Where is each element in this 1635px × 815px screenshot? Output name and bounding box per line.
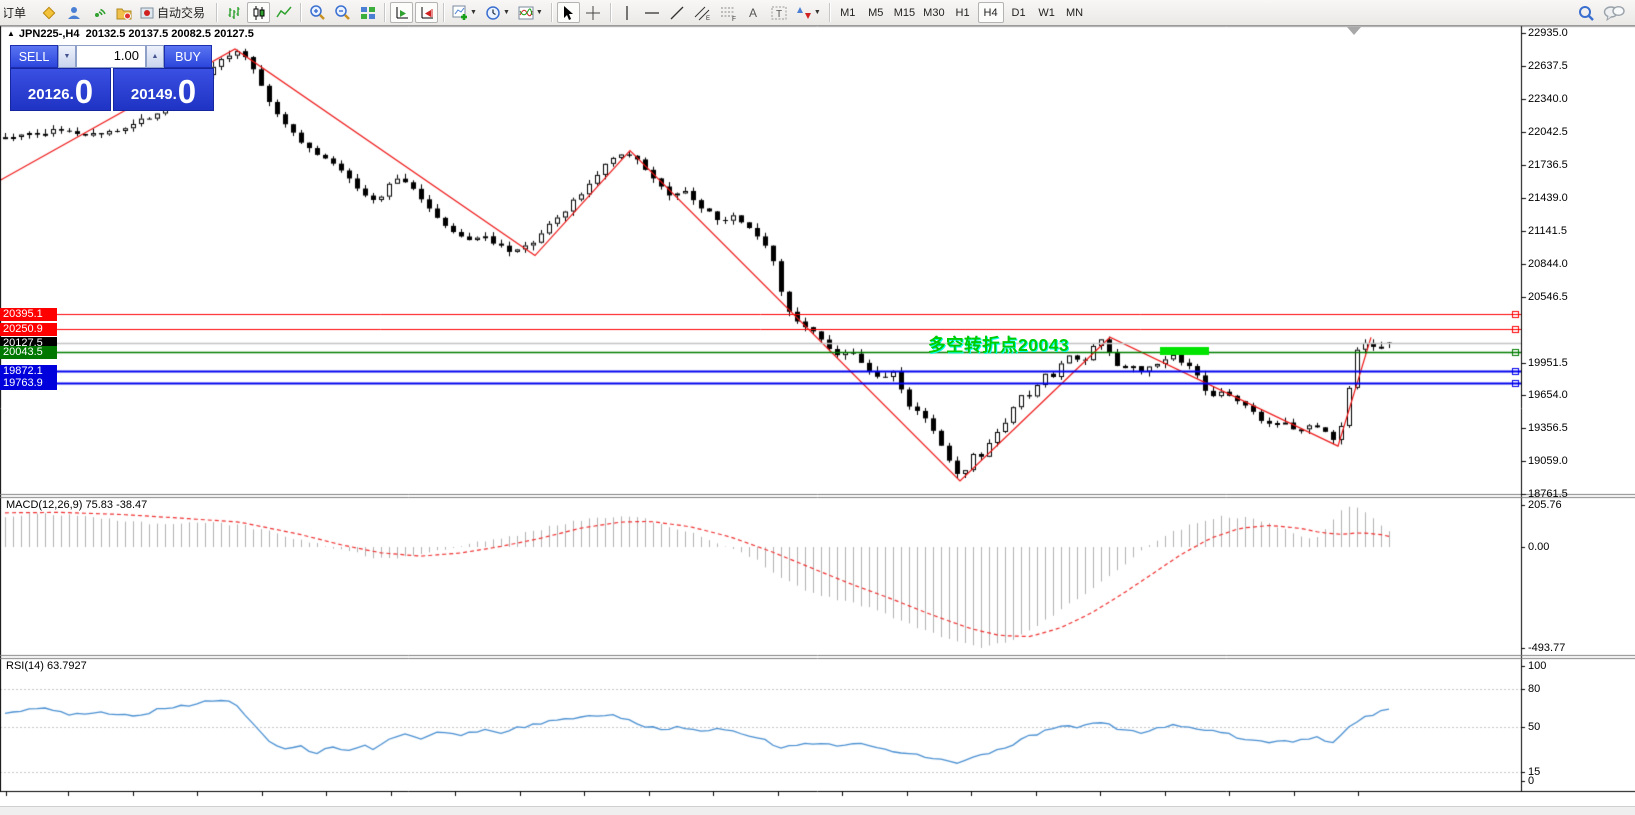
cursor-icon[interactable] (556, 2, 580, 23)
buy-price-main: 20149 (130, 86, 173, 103)
tf-button-M30[interactable]: M30 (923, 6, 945, 19)
macd-main-value: 75.83 (85, 499, 114, 511)
toolbar-separator (609, 3, 611, 22)
text-icon[interactable]: A (743, 2, 766, 23)
toolbar: 订单 自动交易 (0, 0, 1635, 26)
buy-button[interactable]: BUY (164, 45, 212, 68)
autotrading-icon (140, 7, 154, 18)
chart-shift-icon[interactable] (415, 2, 439, 23)
tf-button-M15[interactable]: M15 (893, 6, 916, 19)
svg-text:A: A (749, 6, 757, 20)
new-order-button[interactable]: 订单 (1, 2, 35, 23)
arrows-button[interactable]: ▼ (793, 2, 824, 23)
autotrading-label: 自动交易 (157, 6, 206, 20)
vertical-line-icon[interactable] (616, 2, 639, 23)
chevron-down-icon: ▼ (813, 9, 821, 16)
ohlc-high: 20137.5 (128, 28, 169, 40)
svg-text:F: F (732, 16, 736, 21)
arrows-icon (796, 6, 811, 19)
chevron-down-icon: ▼ (535, 9, 543, 16)
ohlc-low: 20082.5 (171, 28, 212, 40)
periods-button[interactable]: ▼ (482, 2, 513, 23)
toolbar-separator (384, 3, 386, 22)
macd-header: MACD(12,26,9) 75.83 -38.47 (6, 499, 147, 511)
text-label-icon[interactable]: T (768, 2, 791, 23)
buy-price-big-digit: 0 (177, 73, 197, 110)
signals-icon[interactable] (87, 2, 110, 23)
indicators-icon (518, 6, 534, 19)
tile-windows-icon[interactable] (356, 2, 379, 23)
clock-icon (486, 5, 500, 20)
buy-price[interactable]: 20149. 0 (113, 68, 214, 111)
new-order-label: 订单 (4, 6, 27, 20)
volume-down-button[interactable]: ▼ (58, 45, 76, 68)
buy-price-dot: . (172, 86, 177, 103)
toolbar-separator (550, 3, 552, 22)
zoom-in-icon[interactable] (306, 2, 329, 23)
volume-input[interactable]: 1.00 (76, 45, 146, 68)
toolbar-separator (300, 3, 302, 22)
equidistant-channel-icon[interactable]: E (691, 2, 715, 23)
one-click-trading-panel: SELL ▼ 1.00 ▲ BUY 20126. 0 20149. 0 (10, 45, 214, 111)
symbol-period: JPN225-,H4 (18, 28, 80, 40)
zoom-out-icon[interactable] (331, 2, 354, 23)
rsi-label: RSI(14) (6, 660, 44, 672)
crosshair-icon[interactable] (582, 2, 605, 23)
candlestick-chart-icon[interactable] (247, 2, 271, 23)
rsi-value: 63.7927 (46, 660, 87, 672)
window-bottom-strip (0, 806, 1635, 815)
tf-button-H4[interactable]: H4 (977, 2, 1004, 23)
auto-scroll-icon[interactable] (390, 2, 414, 23)
chart-annotation-text: 多空转折点20043 (928, 335, 1070, 355)
autotrading-button[interactable]: 自动交易 (137, 2, 211, 23)
tf-button-M1[interactable]: M1 (840, 6, 856, 19)
sell-price[interactable]: 20126. 0 (10, 68, 111, 111)
fibonacci-icon[interactable]: F (717, 2, 741, 23)
sell-button[interactable]: SELL (10, 45, 58, 68)
chat-icon[interactable] (1600, 2, 1628, 23)
chevron-down-icon: ▼ (502, 9, 510, 16)
toolbar-separator (828, 3, 830, 22)
sell-price-big-digit: 0 (74, 73, 94, 110)
new-order-diamond-icon[interactable] (37, 2, 60, 23)
tf-button-W1[interactable]: W1 (1038, 6, 1055, 19)
chevron-down-icon: ▼ (470, 9, 477, 16)
bar-chart-icon[interactable] (222, 2, 245, 23)
svg-text:E: E (706, 16, 710, 21)
indicators-button[interactable]: ▼ (515, 2, 546, 23)
tf-button-H1[interactable]: H1 (955, 6, 970, 19)
chart-shift-marker-icon[interactable] (1347, 27, 1361, 35)
volume-up-button[interactable]: ▲ (146, 45, 164, 68)
search-icon[interactable] (1574, 2, 1598, 23)
toolbar-separator (443, 3, 445, 22)
timeframe-group: M1 M5 M15 M30 H1 H4 D1 W1 MN (834, 2, 1089, 23)
community-icon[interactable] (62, 2, 85, 23)
market-icon[interactable] (112, 2, 135, 23)
tf-button-M5[interactable]: M5 (868, 6, 884, 19)
tf-button-D1[interactable]: D1 (1011, 6, 1026, 19)
toolbar-separator (216, 3, 218, 22)
macd-label: MACD(12,26,9) (6, 499, 83, 511)
macd-signal-value: -38.47 (116, 499, 148, 511)
collapse-panel-arrow[interactable]: ▲ (7, 29, 15, 38)
line-chart-icon[interactable] (272, 2, 295, 23)
new-chart-button[interactable]: ▼ (449, 2, 480, 23)
tf-button-MN[interactable]: MN (1066, 6, 1084, 19)
sell-price-main: 20126 (27, 86, 70, 103)
trendline-icon[interactable] (666, 2, 689, 23)
rsi-header: RSI(14) 63.7927 (6, 660, 87, 672)
sell-price-dot: . (69, 86, 74, 103)
horizontal-line-icon[interactable] (641, 2, 664, 23)
chart-ohlc-header: ▲ JPN225-,H4 20132.5 20137.5 20082.5 2012… (7, 28, 254, 40)
ohlc-close: 20127.5 (214, 28, 254, 40)
ohlc-open: 20132.5 (85, 28, 126, 40)
svg-text:T: T (776, 9, 782, 20)
new-chart-icon (452, 5, 468, 20)
